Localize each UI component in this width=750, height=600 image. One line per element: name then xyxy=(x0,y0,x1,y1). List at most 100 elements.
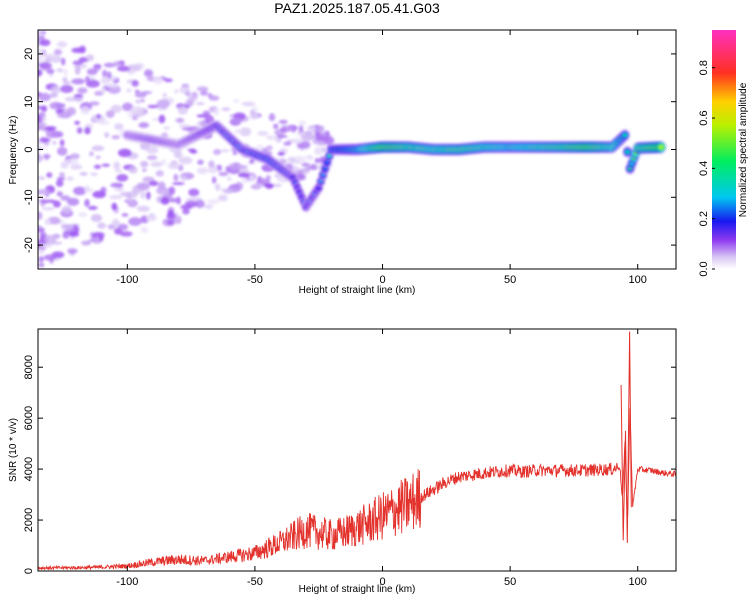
chart-title: PAZ1.2025.187.05.41.G03 xyxy=(274,0,440,16)
heatmap-cell xyxy=(65,158,79,165)
heatmap-cell xyxy=(44,218,51,226)
heatmap-cell xyxy=(301,162,311,167)
colorbar-tick-label: 0.8 xyxy=(698,60,710,75)
heatmap-cell xyxy=(53,49,63,56)
heatmap-cell xyxy=(307,154,313,162)
heatmap-cell xyxy=(76,127,83,134)
heatmap-cell xyxy=(38,211,43,221)
heatmap-cell xyxy=(100,86,106,94)
heatmap-cell xyxy=(74,120,81,125)
heatmap-cell xyxy=(111,218,120,228)
heatmap-cell xyxy=(111,202,118,211)
heatmap-cell xyxy=(215,183,221,191)
heatmap-cell xyxy=(177,106,188,115)
colorbar-label: Normalized spectral amplitude xyxy=(738,82,749,217)
heatmap-cell xyxy=(132,115,138,121)
heatmap-cell xyxy=(73,186,87,196)
heatmap-cell xyxy=(197,159,204,165)
heatmap-cell xyxy=(160,196,170,205)
heatmap-cell xyxy=(145,191,151,200)
heatmap-cell xyxy=(207,198,220,205)
heatmap-cell xyxy=(234,129,244,134)
heatmap-cell xyxy=(102,69,108,78)
heatmap-cell xyxy=(57,113,71,119)
heatmap-cell xyxy=(220,149,230,153)
heatmap-cell xyxy=(204,204,214,210)
bottom-x-ticks: -100 -50 0 50 100 xyxy=(116,329,647,588)
heatmap-cell xyxy=(156,99,171,109)
x-tick-label: 50 xyxy=(504,576,516,588)
x-tick-label: 100 xyxy=(629,576,647,588)
heatmap-cell xyxy=(89,231,95,239)
heatmap-cell xyxy=(625,150,631,154)
heatmap-cell xyxy=(167,162,180,170)
heatmap-cell xyxy=(147,104,159,109)
heatmap-cell xyxy=(164,78,173,83)
heatmap-cell xyxy=(195,199,205,209)
heatmap-cell xyxy=(43,234,57,244)
heatmap-cell xyxy=(239,127,252,137)
heatmap-cell xyxy=(69,153,80,160)
heatmap-cell xyxy=(38,68,43,77)
heatmap-cell xyxy=(172,181,185,186)
top-x-axis-label: Height of straight line (km) xyxy=(299,285,416,296)
heatmap-cell xyxy=(103,62,116,68)
heatmap-cell xyxy=(222,188,234,194)
colorbar-tick-label: 0.6 xyxy=(698,110,710,125)
heatmap-cell xyxy=(273,123,279,130)
heatmap-cell xyxy=(250,184,262,190)
heatmap-cell xyxy=(257,131,269,137)
heatmap-cell xyxy=(67,248,78,255)
heatmap-cell xyxy=(61,57,66,66)
heatmap-cell xyxy=(167,220,174,226)
heatmap-cell xyxy=(117,65,131,72)
heatmap-cell xyxy=(218,171,229,177)
heatmap-cell xyxy=(105,110,115,118)
heatmap-cell xyxy=(174,89,179,94)
heatmap-cell xyxy=(117,148,132,158)
heatmap-cell xyxy=(163,125,170,131)
heatmap-cell xyxy=(277,151,285,156)
y-tick-label: 0 xyxy=(23,568,35,574)
heatmap-cell xyxy=(52,140,57,145)
heatmap-cell xyxy=(113,161,121,170)
heatmap-cell xyxy=(59,171,65,178)
heatmap-cell xyxy=(62,81,72,85)
heatmap-cell xyxy=(238,172,250,178)
heatmap-cell xyxy=(182,208,190,215)
heatmap-cell xyxy=(116,174,129,182)
heatmap-cell xyxy=(39,39,51,47)
heatmap-cell xyxy=(302,170,309,175)
heatmap-cell xyxy=(110,195,119,200)
heatmap-cell xyxy=(202,110,211,117)
heatmap-cell xyxy=(200,90,208,96)
heatmap-cell xyxy=(140,190,146,200)
y-tick-label: -10 xyxy=(23,189,35,205)
heatmap-cell xyxy=(267,135,279,141)
heatmap-cell xyxy=(101,163,111,167)
heatmap-cell xyxy=(189,149,198,154)
heatmap-cell xyxy=(148,180,159,187)
heatmap-cell xyxy=(233,112,246,120)
heatmap-blobs xyxy=(38,30,667,268)
heatmap-cell xyxy=(91,145,105,152)
heatmap-cell xyxy=(69,231,80,237)
heatmap-cell xyxy=(128,217,142,226)
heatmap-cell xyxy=(146,146,159,154)
heatmap-cell xyxy=(196,167,209,175)
heatmap-cell xyxy=(283,141,292,146)
heatmap-cell xyxy=(304,130,313,135)
top-x-ticks: -100 -50 0 50 100 xyxy=(116,30,647,286)
heatmap-cell xyxy=(95,155,101,159)
heatmap-cell xyxy=(56,41,68,48)
heatmap-cell xyxy=(290,166,300,172)
heatmap-cell xyxy=(152,76,164,85)
heatmap-cell xyxy=(56,146,68,156)
heatmap-cell xyxy=(84,198,90,207)
heatmap-cell xyxy=(232,98,240,104)
snr-plot-area xyxy=(38,329,676,571)
heatmap-cell xyxy=(313,135,327,140)
heatmap-cell xyxy=(184,200,198,208)
heatmap-cell xyxy=(66,176,74,181)
